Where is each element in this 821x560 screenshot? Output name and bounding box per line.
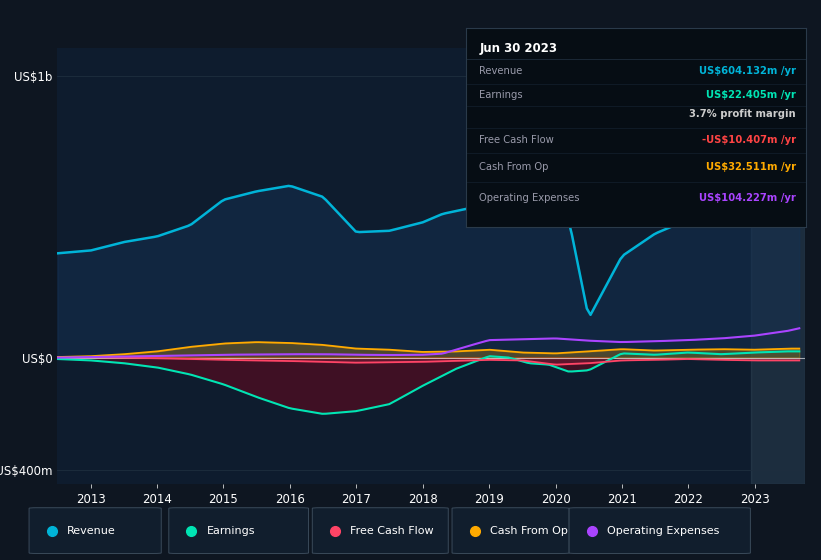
Text: Free Cash Flow: Free Cash Flow — [350, 526, 433, 535]
Text: US$22.405m /yr: US$22.405m /yr — [706, 90, 796, 100]
FancyBboxPatch shape — [569, 508, 750, 553]
FancyBboxPatch shape — [29, 508, 161, 553]
Text: Jun 30 2023: Jun 30 2023 — [479, 42, 557, 55]
Text: Cash From Op: Cash From Op — [479, 162, 548, 172]
Text: US$104.227m /yr: US$104.227m /yr — [699, 193, 796, 203]
Text: -US$10.407m /yr: -US$10.407m /yr — [702, 136, 796, 146]
Text: Operating Expenses: Operating Expenses — [607, 526, 719, 535]
Text: Operating Expenses: Operating Expenses — [479, 193, 580, 203]
Text: 3.7% profit margin: 3.7% profit margin — [690, 109, 796, 119]
FancyBboxPatch shape — [169, 508, 309, 553]
Text: US$32.511m /yr: US$32.511m /yr — [706, 162, 796, 172]
Text: Revenue: Revenue — [67, 526, 116, 535]
Text: US$604.132m /yr: US$604.132m /yr — [699, 66, 796, 76]
FancyBboxPatch shape — [312, 508, 448, 553]
Text: Earnings: Earnings — [207, 526, 255, 535]
Bar — [751, 48, 805, 484]
Text: Earnings: Earnings — [479, 90, 523, 100]
Text: Revenue: Revenue — [479, 66, 522, 76]
Text: Free Cash Flow: Free Cash Flow — [479, 136, 554, 146]
Text: Cash From Op: Cash From Op — [490, 526, 567, 535]
FancyBboxPatch shape — [452, 508, 569, 553]
